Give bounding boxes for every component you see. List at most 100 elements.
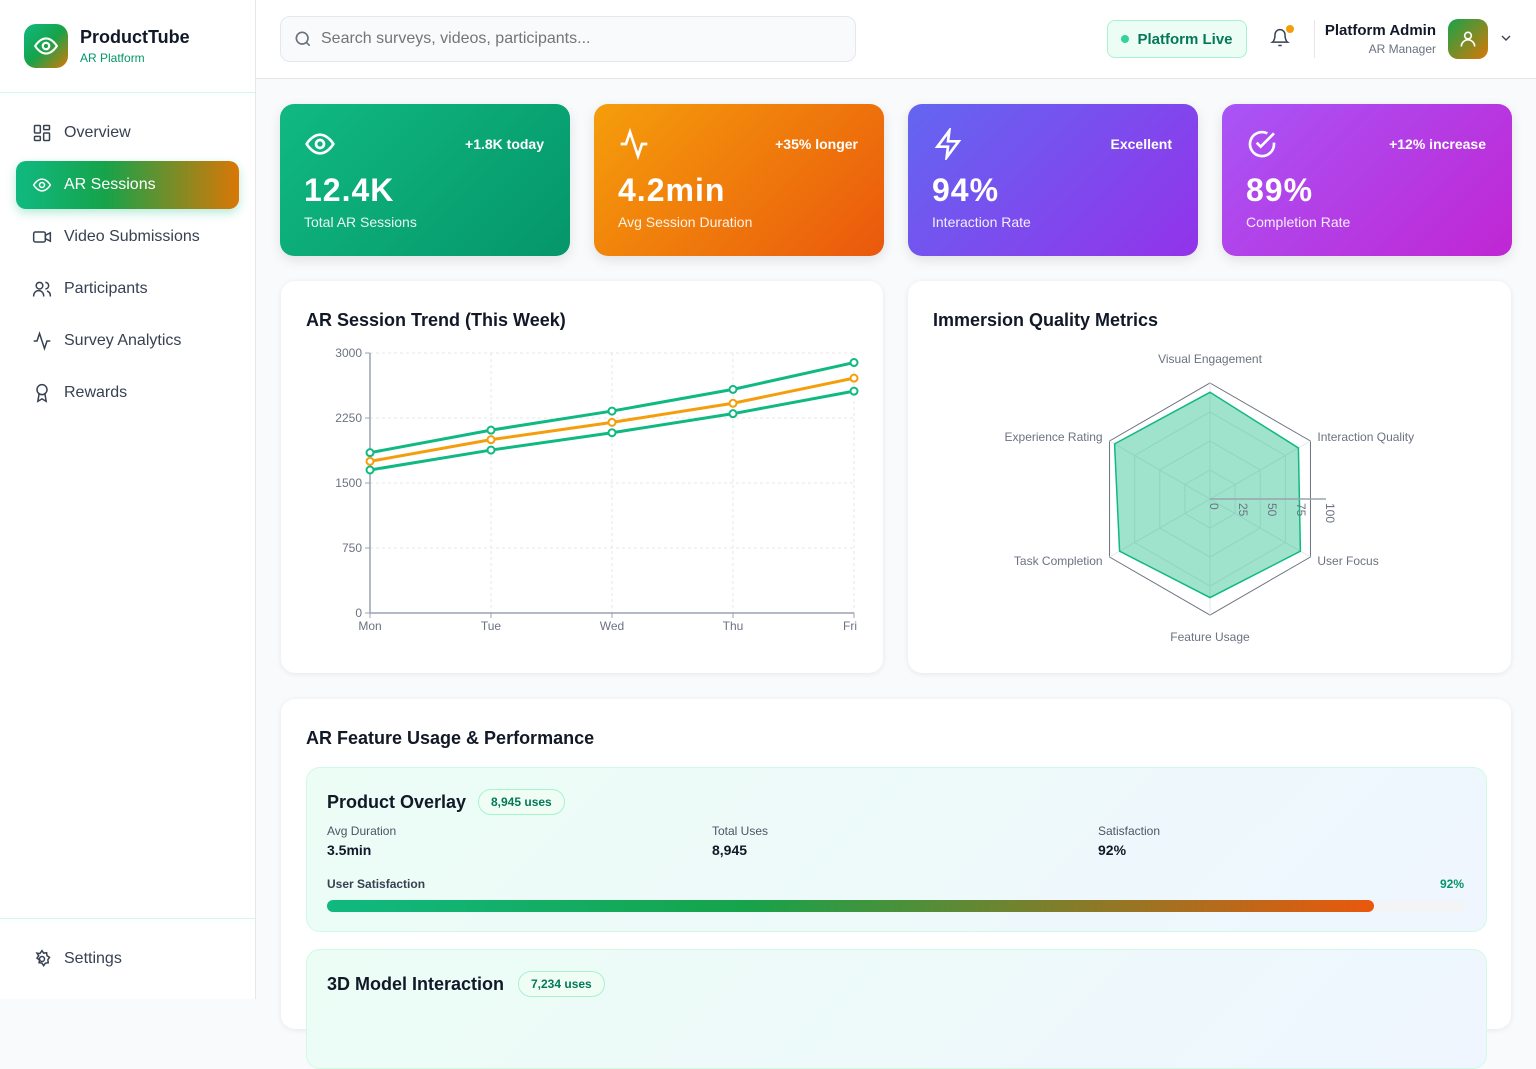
stat-label: Total AR Sessions <box>304 214 417 230</box>
user-info[interactable]: Platform Admin AR Manager <box>1325 22 1436 56</box>
radius-tick-label: 50 <box>1265 503 1279 517</box>
gear-icon <box>35 949 51 968</box>
y-tick-label: 3000 <box>335 346 362 360</box>
uses-badge: 8,945 uses <box>478 789 565 815</box>
sidebar-item-label: Video Submissions <box>64 228 200 245</box>
divider <box>1314 20 1315 58</box>
activity-icon <box>620 127 648 161</box>
stat-card: +35% longer 4.2min Avg Session Duration <box>594 104 884 256</box>
feature-3d-model-interaction[interactable]: 3D Model Interaction 7,234 uses <box>306 949 1487 1069</box>
sidebar-item-label: Participants <box>64 280 148 297</box>
radar-spoke <box>1109 440 1211 500</box>
sidebar-item-label: Settings <box>64 950 122 967</box>
eye-icon <box>24 24 68 68</box>
award-icon <box>36 383 48 403</box>
data-point <box>365 456 375 466</box>
data-point <box>849 386 859 396</box>
stat-value: 94% <box>932 172 1000 208</box>
satisfaction-progress-bar <box>327 900 1465 912</box>
y-tick-label: 1500 <box>335 476 362 490</box>
brand-subtitle: AR Platform <box>80 51 145 65</box>
sidebar-item-label: Rewards <box>64 384 128 401</box>
sidebar-item-rewards[interactable]: Rewards <box>16 369 239 417</box>
data-point <box>607 428 617 438</box>
feature-usage-card: AR Feature Usage & Performance Product O… <box>281 699 1511 1069</box>
users-icon <box>32 281 52 297</box>
radar-chart: Visual Engagement Interaction Quality User… <box>1005 352 1415 644</box>
chevron-down-icon[interactable] <box>1498 30 1514 46</box>
data-point <box>849 373 859 383</box>
sidebar-nav: Overview AR Sessions Video Submissions P… <box>0 93 255 437</box>
immersion-quality-card: Immersion Quality Metrics Visual Engagem… <box>908 281 1511 673</box>
sidebar-item-label: Survey Analytics <box>64 332 182 349</box>
sidebar: ProductTube AR Platform Overview AR Sessi… <box>0 0 256 999</box>
bar-value: 92% <box>1439 877 1464 891</box>
data-point <box>486 445 496 455</box>
stat-value: 4.2min <box>618 172 726 208</box>
radar-spoke <box>1209 440 1311 500</box>
stat-card: +1.8K today 12.4K Total AR Sessions <box>280 104 570 256</box>
card-title: Immersion Quality Metrics <box>933 310 1159 330</box>
stat-label: Avg Session Duration <box>618 214 753 230</box>
data-point <box>607 406 617 416</box>
search-input[interactable] <box>321 30 821 48</box>
data-point <box>486 435 496 445</box>
user-icon <box>1460 31 1476 47</box>
sidebar-item-label: AR Sessions <box>64 176 156 193</box>
eye-icon <box>305 133 335 155</box>
stat-label: Interaction Rate <box>932 214 1031 230</box>
radar-spoke <box>1109 498 1211 558</box>
sidebar-item-survey-analytics[interactable]: Survey Analytics <box>16 317 239 365</box>
avatar[interactable] <box>1448 19 1488 59</box>
uses-badge: 7,234 uses <box>518 971 605 997</box>
sidebar-item-overview[interactable]: Overview <box>16 109 239 157</box>
zap-icon <box>934 125 962 163</box>
brand: ProductTube AR Platform <box>0 0 255 93</box>
feature-product-overlay[interactable]: Product Overlay 8,945 uses Avg Duration 3… <box>306 767 1487 932</box>
status-dot <box>1121 35 1130 43</box>
data-point <box>728 409 738 419</box>
stat-delta: +12% increase <box>1389 136 1486 152</box>
data-point <box>365 448 375 458</box>
data-point <box>728 398 738 408</box>
stat-delta: +35% longer <box>775 136 858 152</box>
header: Platform Live Platform Admin AR Manager <box>256 0 1536 79</box>
radar-area <box>1113 391 1302 599</box>
stat-delta: +1.8K today <box>465 136 544 152</box>
check-circle-icon <box>1248 130 1276 158</box>
bell-icon[interactable] <box>1270 28 1290 48</box>
x-tick-label: Wed <box>600 619 624 633</box>
x-tick-label: Fri <box>843 619 857 633</box>
metric-satisfaction: Satisfaction 92% <box>1098 824 1161 858</box>
radar-axis-label: Feature Usage <box>1170 630 1250 644</box>
radar-axis-label: Interaction Quality <box>1317 430 1414 444</box>
sidebar-item-participants[interactable]: Participants <box>16 265 239 313</box>
radar-axis-label: Experience Rating <box>1005 430 1103 444</box>
card-title: AR Feature Usage & Performance <box>306 728 595 748</box>
user-name: Platform Admin <box>1324 22 1436 39</box>
notification-dot <box>1286 25 1294 33</box>
user-role: AR Manager <box>1368 42 1436 56</box>
radar-axis-label: Task Completion <box>1014 554 1103 568</box>
stat-delta: Excellent <box>1110 136 1172 152</box>
radar-axis-label: Visual Engagement <box>1158 352 1263 366</box>
activity-icon <box>33 331 51 351</box>
video-icon <box>32 231 52 243</box>
x-tick-label: Thu <box>723 619 744 633</box>
feature-name: Product Overlay <box>327 792 467 812</box>
bar-label: User Satisfaction <box>327 877 426 891</box>
sidebar-item-video-submissions[interactable]: Video Submissions <box>16 213 239 261</box>
radius-tick-label: 100 <box>1323 503 1337 523</box>
stat-value: 12.4K <box>304 172 395 208</box>
search-box[interactable] <box>280 16 856 62</box>
data-point <box>365 465 375 475</box>
eye-icon <box>32 178 52 192</box>
brand-name: ProductTube <box>80 27 190 47</box>
sidebar-item-settings[interactable]: Settings <box>16 935 239 983</box>
radius-tick-label: 25 <box>1236 503 1250 517</box>
metric-total-uses: Total Uses 8,945 <box>712 824 769 858</box>
sidebar-item-ar-sessions[interactable]: AR Sessions <box>16 161 239 209</box>
data-point <box>486 425 496 435</box>
x-tick-label: Mon <box>358 619 381 633</box>
progress-fill <box>327 900 1374 912</box>
